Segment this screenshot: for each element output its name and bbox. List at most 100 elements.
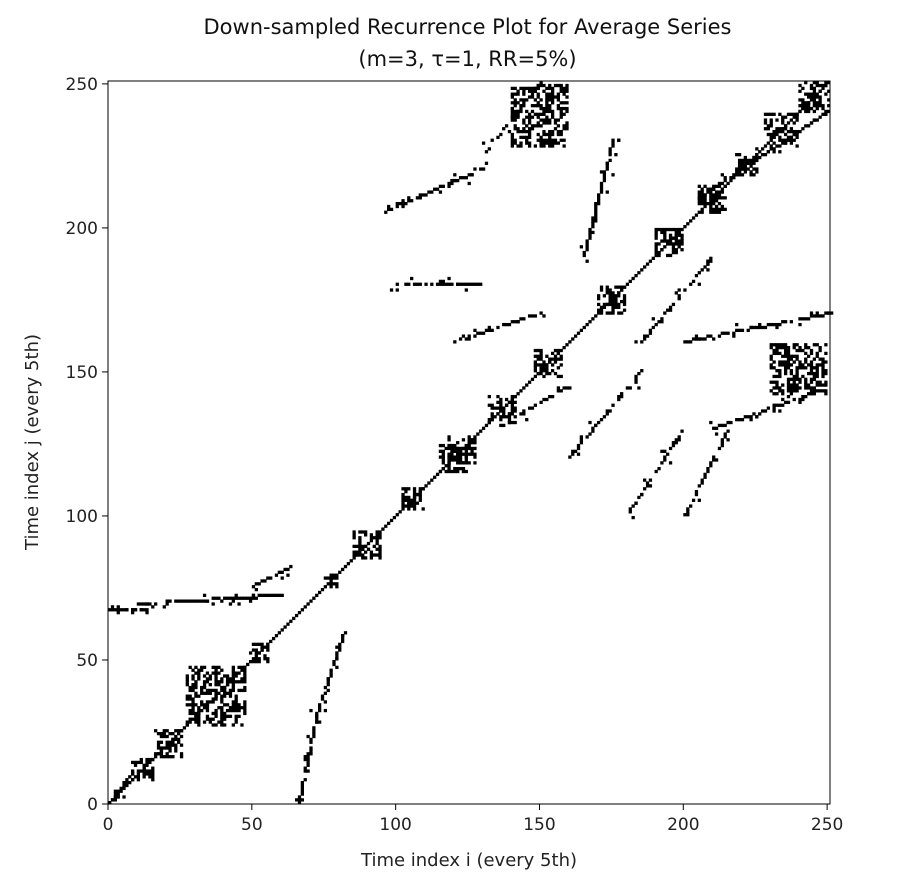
recurrence-point — [654, 245, 658, 249]
recurrence-point — [824, 392, 828, 396]
recurrence-point — [243, 596, 247, 600]
recurrence-point — [677, 230, 681, 235]
recurrence-point — [548, 104, 552, 108]
recurrence-point — [145, 757, 149, 762]
recurrence-point — [700, 196, 704, 200]
recurrence-point — [263, 657, 267, 661]
recurrence-point — [453, 340, 457, 344]
recurrence-point — [447, 184, 451, 188]
recurrence-point — [654, 230, 658, 235]
recurrence-point — [755, 153, 759, 157]
recurrence-point — [772, 348, 776, 353]
recurrence-point — [809, 314, 814, 318]
recurrence-point — [694, 334, 699, 338]
recurrence-point — [775, 144, 779, 148]
recurrence-point — [315, 593, 319, 598]
recurrence-point — [171, 737, 175, 742]
recurrence-point — [553, 141, 558, 145]
recurrence-point — [766, 322, 770, 327]
recurrence-point — [720, 181, 724, 186]
recurrence-point — [815, 104, 819, 108]
recurrence-point — [689, 219, 693, 223]
recurrence-point — [214, 677, 218, 681]
recurrence-point — [326, 677, 330, 681]
recurrence-point — [533, 369, 537, 373]
recurrence-point — [769, 346, 773, 350]
recurrence-point — [326, 582, 330, 586]
recurrence-point — [179, 734, 184, 739]
recurrence-point — [651, 256, 655, 260]
recurrence-point — [516, 112, 520, 116]
recurrence-point — [263, 593, 267, 598]
recurrence-point — [717, 210, 722, 214]
recurrence-point — [424, 282, 428, 286]
recurrence-point — [815, 363, 819, 367]
recurrence-point — [214, 680, 218, 684]
recurrence-point — [801, 127, 805, 131]
recurrence-point — [801, 348, 805, 353]
recurrence-point — [352, 556, 356, 560]
recurrence-point — [464, 288, 468, 292]
recurrence-point — [530, 109, 535, 114]
recurrence-point — [769, 380, 773, 384]
recurrence-point — [519, 389, 523, 393]
recurrence-point — [159, 734, 164, 739]
recurrence-point — [809, 392, 814, 396]
recurrence-point — [453, 455, 457, 459]
recurrence-point — [815, 106, 819, 111]
recurrence-point — [582, 250, 586, 255]
recurrence-point — [450, 455, 454, 459]
recurrence-point — [818, 389, 822, 393]
recurrence-point — [191, 688, 195, 693]
recurrence-point — [188, 711, 192, 716]
recurrence-point — [617, 294, 621, 298]
recurrence-point — [740, 161, 745, 165]
recurrence-point — [755, 158, 759, 163]
recurrence-point — [550, 109, 555, 114]
recurrence-point — [786, 129, 791, 134]
recurrence-point — [758, 325, 762, 330]
recurrence-point — [530, 95, 535, 99]
recurrence-point — [536, 124, 540, 128]
recurrence-point — [533, 363, 537, 367]
recurrence-point — [205, 717, 210, 721]
recurrence-point — [231, 668, 235, 672]
recurrence-point — [481, 141, 486, 145]
recurrence-point — [430, 190, 434, 194]
recurrence-point — [525, 129, 529, 134]
recurrence-point — [220, 717, 224, 721]
recurrence-point — [234, 700, 238, 704]
recurrence-point — [597, 199, 601, 203]
recurrence-point — [804, 357, 808, 361]
recurrence-point — [300, 789, 305, 793]
recurrence-point — [668, 308, 673, 312]
recurrence-point — [611, 311, 615, 315]
recurrence-point — [254, 587, 258, 592]
recurrence-point — [458, 466, 463, 471]
recurrence-point — [525, 135, 529, 140]
recurrence-point — [654, 322, 658, 327]
recurrence-point — [139, 757, 143, 762]
recurrence-point — [453, 443, 457, 448]
recurrence-point — [550, 112, 555, 116]
recurrence-point — [732, 331, 736, 335]
recurrence-point — [755, 147, 759, 151]
recurrence-point — [666, 452, 670, 456]
recurrence-point — [556, 106, 561, 111]
recurrence-point — [671, 236, 676, 240]
recurrence-point — [171, 755, 175, 759]
recurrence-point — [378, 547, 382, 551]
recurrence-point — [743, 158, 747, 163]
recurrence-point — [562, 138, 566, 142]
recurrence-point — [597, 201, 601, 206]
recurrence-point — [798, 129, 802, 134]
recurrence-point — [220, 700, 224, 704]
recurrence-point — [490, 415, 494, 419]
recurrence-point — [519, 141, 523, 145]
recurrence-point — [116, 789, 120, 793]
recurrence-point — [536, 101, 540, 105]
recurrence-point — [487, 394, 491, 399]
recurrence-point — [818, 104, 822, 108]
recurrence-point — [749, 415, 753, 419]
recurrence-point — [608, 288, 612, 292]
